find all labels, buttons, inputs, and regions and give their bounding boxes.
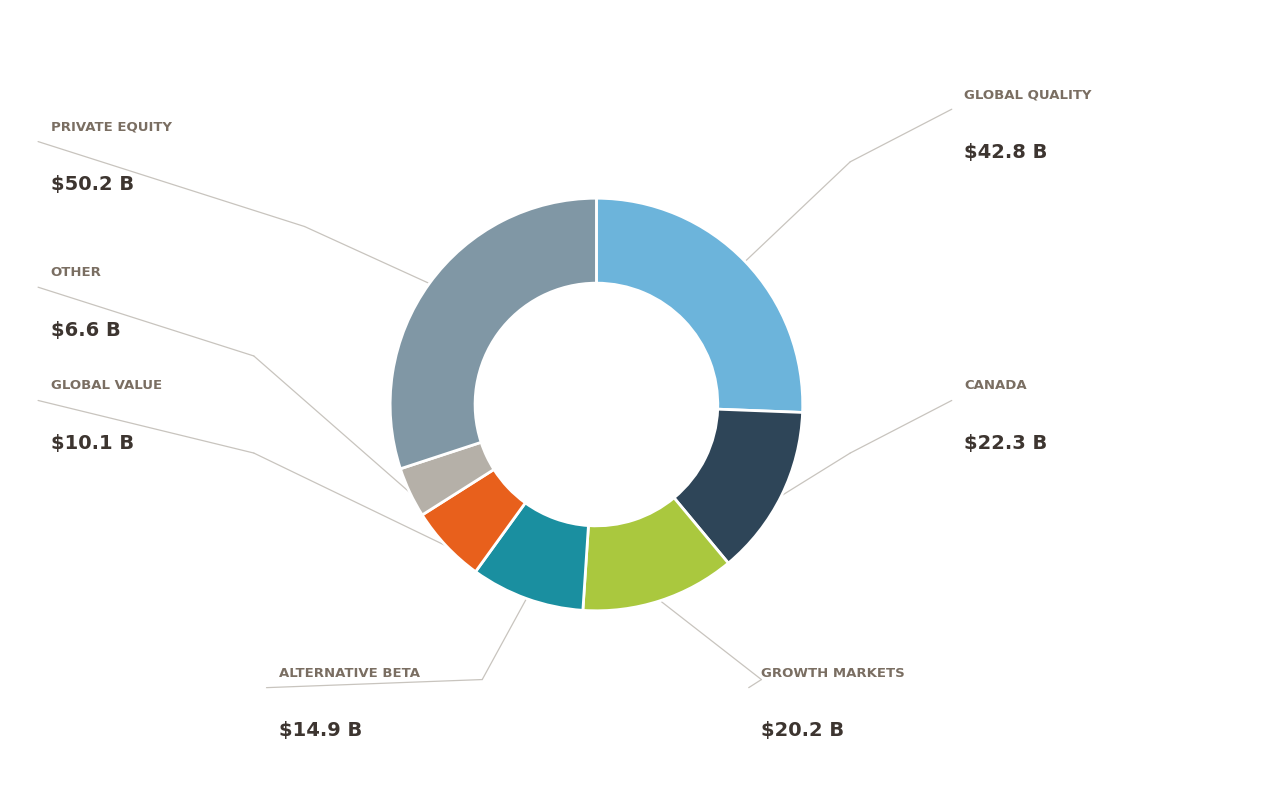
Wedge shape (674, 409, 802, 563)
Wedge shape (401, 443, 494, 515)
Text: $22.3 B: $22.3 B (964, 434, 1048, 453)
Text: GLOBAL VALUE: GLOBAL VALUE (51, 379, 162, 392)
Wedge shape (390, 198, 596, 468)
Text: GLOBAL QUALITY: GLOBAL QUALITY (964, 88, 1091, 101)
Text: CANADA: CANADA (964, 379, 1027, 392)
Wedge shape (476, 503, 589, 610)
Text: $50.2 B: $50.2 B (51, 176, 135, 194)
Text: $6.6 B: $6.6 B (51, 321, 121, 340)
Text: ALTERNATIVE BETA: ALTERNATIVE BETA (279, 667, 420, 680)
Wedge shape (423, 469, 525, 572)
Text: $10.1 B: $10.1 B (51, 434, 135, 453)
Wedge shape (582, 498, 728, 611)
Wedge shape (596, 198, 803, 413)
Text: $14.9 B: $14.9 B (279, 722, 363, 740)
Text: GROWTH MARKETS: GROWTH MARKETS (761, 667, 905, 680)
Text: PRIVATE EQUITY: PRIVATE EQUITY (51, 121, 171, 133)
Text: OTHER: OTHER (51, 266, 102, 279)
Text: $42.8 B: $42.8 B (964, 143, 1048, 162)
Text: $20.2 B: $20.2 B (761, 722, 845, 740)
